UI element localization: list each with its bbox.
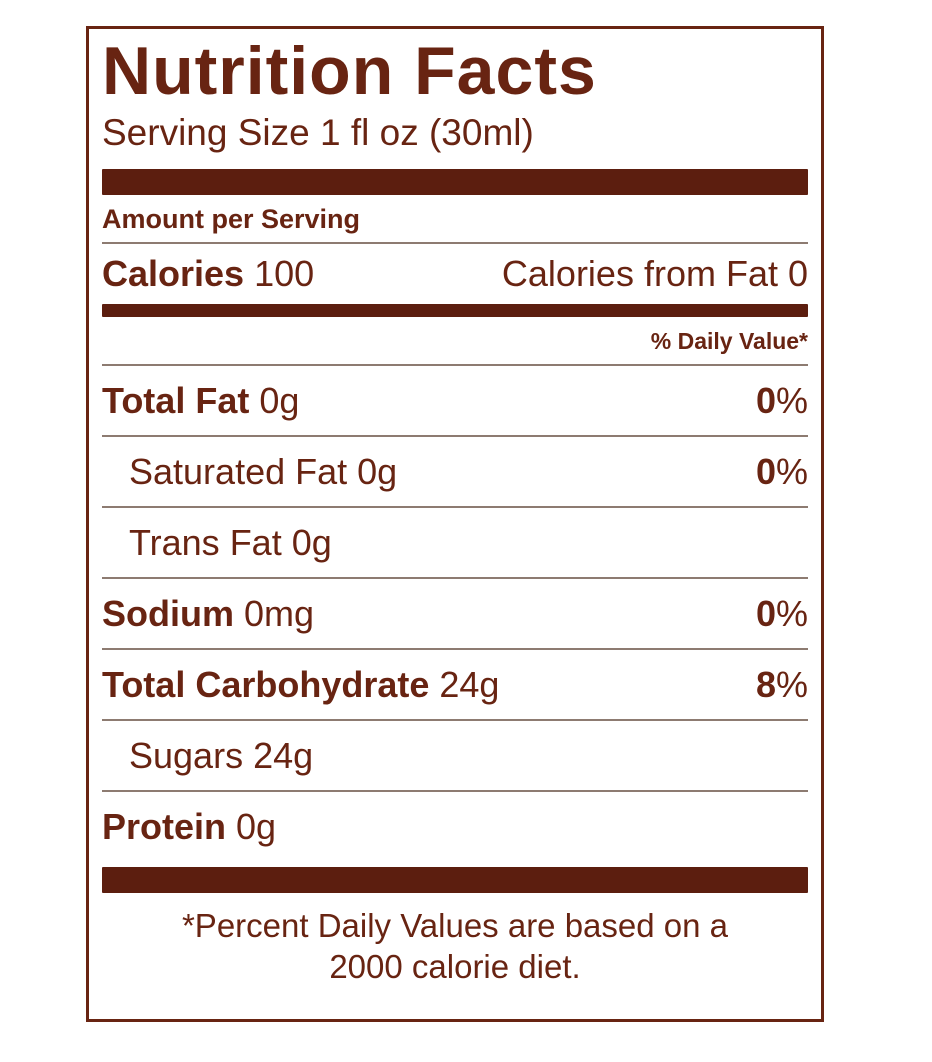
divider-thick-bottom [102,867,808,894]
nutrient-daily-value: 8% [755,664,808,706]
row-separator [102,435,808,438]
nutrient-row: Total Fat 0g 0% [102,366,808,435]
nutrient-daily-value: 0% [755,593,808,635]
divider-hairline [102,242,808,245]
nutrient-name-amount: Saturated Fat 0g [129,451,397,493]
calories-value: 100 [254,253,315,295]
divider-thick-top [102,169,808,196]
nutrient-name: Total Fat [102,380,250,422]
calories-from-fat: Calories from Fat 0 [501,253,808,295]
nutrient-row: Total Carbohydrate 24g 8% [102,650,808,719]
nutrient-name: Sugars [129,735,244,777]
footnote: *Percent Daily Values are based on a 200… [102,893,808,988]
divider-medium [102,304,808,318]
nutrient-amount: 0mg [234,593,315,635]
calories-row: Calories 100 Calories from Fat 0 [102,244,808,304]
divider-hairline [102,364,808,367]
nutrient-amount: 0g [347,451,398,493]
nutrient-name-amount: Total Carbohydrate 24g [102,664,499,706]
calories-left: Calories 100 [102,253,314,295]
nutrient-name: Trans Fat [129,522,282,564]
nutrient-row: Protein 0g [102,792,808,861]
nutrition-facts-label: Nutrition Facts Serving Size 1 fl oz (30… [86,26,824,1022]
serving-size: Serving Size 1 fl oz (30ml) [102,111,534,153]
nutrient-name-amount: Total Fat 0g [102,380,299,422]
amount-per-serving: Amount per Serving [102,204,361,235]
nutrient-daily-value: 0% [755,451,808,493]
nutrient-name: Total Carbohydrate [102,664,430,706]
nutrient-amount: 0g [226,806,277,848]
nutrient-rows: Total Fat 0g 0% Saturated Fat 0g 0% Tran… [102,366,808,861]
calories-label: Calories [102,253,245,295]
row-separator [102,719,808,722]
row-separator [102,648,808,651]
row-separator [102,577,808,580]
nutrient-amount: 0g [249,380,300,422]
nutrient-daily-value: 0% [755,380,808,422]
nutrient-row: Sodium 0mg 0% [102,579,808,648]
nutrient-name-amount: Sugars 24g [129,735,313,777]
nutrient-amount: 0g [281,522,332,564]
nutrient-amount: 24g [243,735,314,777]
nutrient-name-amount: Trans Fat 0g [129,522,332,564]
footnote-line-1: *Percent Daily Values are based on a [181,907,729,945]
row-separator [102,790,808,793]
footnote-line-2: 2000 calorie diet. [329,948,581,986]
nutrient-amount: 24g [429,664,500,706]
nutrient-name-amount: Sodium 0mg [102,593,314,635]
nutrient-name: Protein [102,806,227,848]
daily-value-header: % Daily Value* [650,328,808,355]
label-title: Nutrition Facts [102,33,597,109]
nutrient-row: Sugars 24g [102,721,808,790]
row-separator [102,506,808,509]
nutrient-row: Saturated Fat 0g 0% [102,437,808,506]
nutrient-name-amount: Protein 0g [102,806,276,848]
nutrient-name: Sodium [102,593,234,635]
nutrient-row: Trans Fat 0g [102,508,808,577]
nutrient-name: Saturated Fat [129,451,348,493]
